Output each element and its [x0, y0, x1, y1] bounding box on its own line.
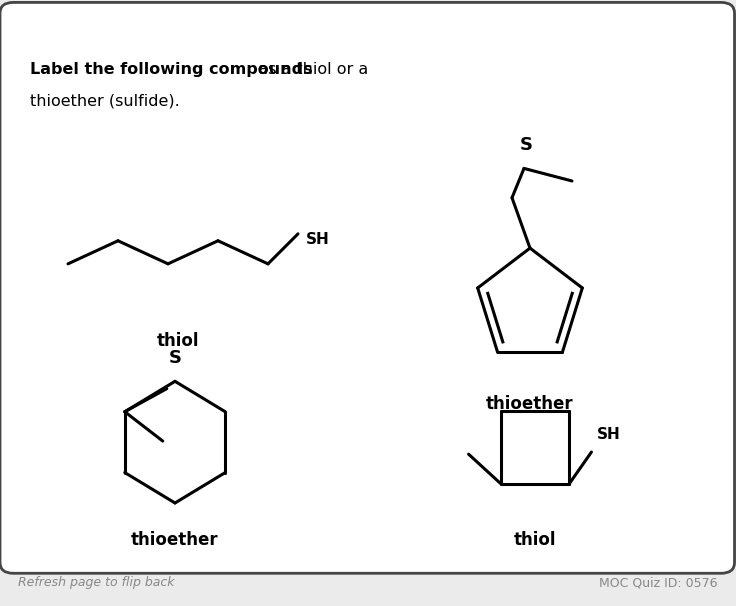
Text: SH: SH	[306, 231, 330, 247]
Text: thioether: thioether	[486, 395, 574, 413]
Text: Refresh page to flip back: Refresh page to flip back	[18, 576, 175, 589]
Text: S: S	[169, 348, 182, 367]
Text: thioether: thioether	[131, 531, 219, 549]
Text: S: S	[520, 136, 533, 154]
Text: as a thiol or a: as a thiol or a	[253, 62, 368, 78]
Text: SH: SH	[596, 427, 620, 442]
Text: thiol: thiol	[157, 332, 199, 350]
Text: MOC Quiz ID: 0576: MOC Quiz ID: 0576	[599, 576, 718, 589]
Text: Label the following compounds: Label the following compounds	[30, 62, 313, 78]
Text: thiol: thiol	[514, 531, 556, 549]
Text: thioether (sulfide).: thioether (sulfide).	[30, 94, 180, 109]
